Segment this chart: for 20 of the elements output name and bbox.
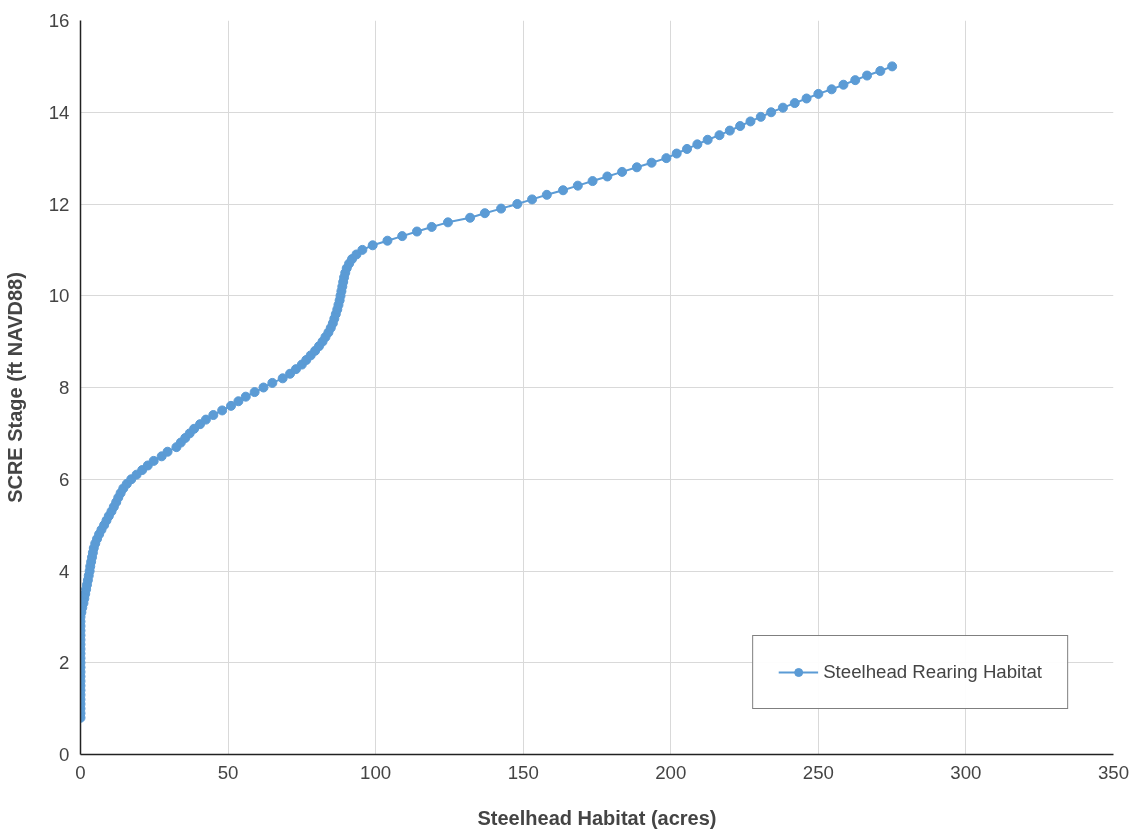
x-axis-title: Steelhead Habitat (acres) [477, 806, 717, 829]
x-tick-label: 250 [802, 761, 834, 783]
x-tick-label: 100 [360, 761, 392, 783]
x-tick-label: 350 [1097, 761, 1130, 783]
x-tick-label: 50 [217, 761, 239, 783]
x-tick-label: 200 [655, 761, 687, 783]
y-tick-label: 16 [48, 10, 70, 31]
legend-label: Steelhead Rearing Habitat [823, 661, 1042, 683]
y-axis-title: SCRE Stage (ft NAVD88) [3, 272, 26, 503]
x-tick-label: 0 [75, 761, 86, 783]
y-tick-label: 10 [48, 285, 70, 307]
y-tick-label: 0 [59, 744, 70, 765]
y-tick-label: 14 [48, 101, 70, 123]
y-tick-label: 4 [59, 560, 70, 582]
y-tick-label: 6 [59, 468, 70, 490]
y-tick-label: 2 [59, 652, 70, 674]
y-tick-label: 12 [48, 193, 70, 215]
x-tick-label: 150 [507, 761, 539, 783]
y-tick-label: 8 [59, 377, 70, 398]
x-tick-label: 300 [950, 761, 982, 783]
